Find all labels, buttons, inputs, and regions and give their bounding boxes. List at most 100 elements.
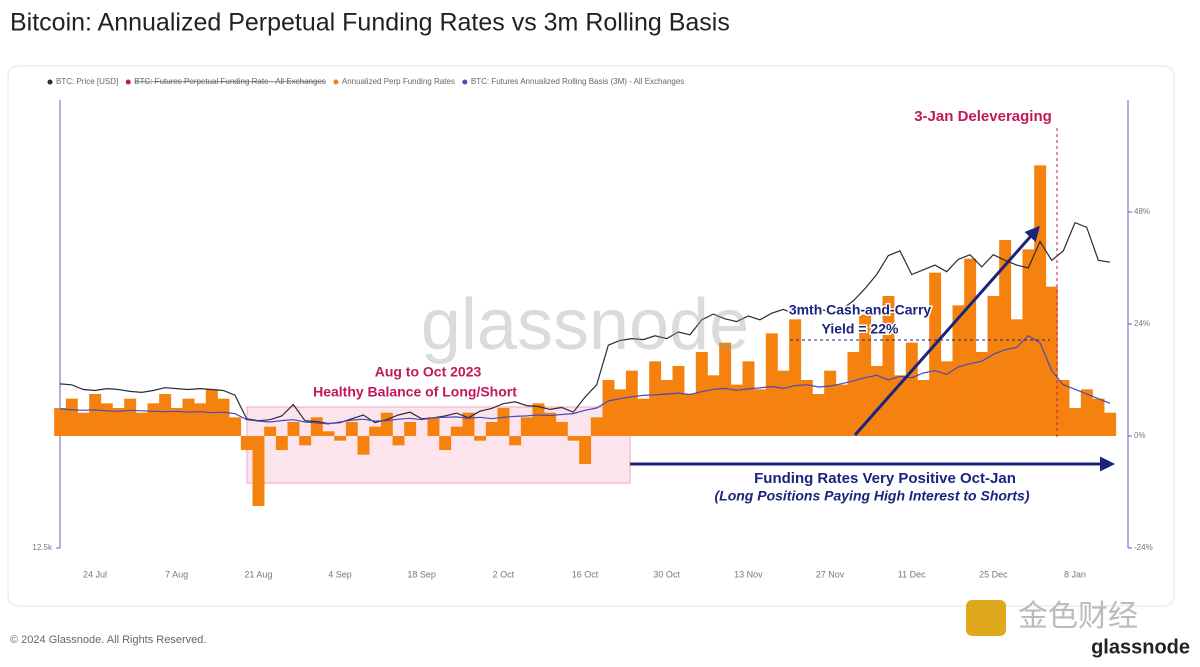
funding-bar xyxy=(905,342,918,436)
funding-bar xyxy=(322,431,335,436)
y-tick-label: 12.5k xyxy=(32,543,53,552)
funding-bar xyxy=(894,375,907,436)
funding-bar xyxy=(54,408,67,436)
funding-bar xyxy=(824,370,837,436)
funding-bar xyxy=(754,389,767,436)
funding-bar xyxy=(625,370,638,436)
funding-bar xyxy=(439,436,452,450)
funding-bar xyxy=(485,422,498,436)
legend-marker xyxy=(125,79,131,85)
funding-bar xyxy=(1022,249,1035,436)
logo-icon xyxy=(966,600,1006,636)
x-tick-label: 30 Oct xyxy=(653,569,680,579)
funding-bar xyxy=(999,240,1012,436)
funding-bar xyxy=(859,314,872,436)
y2-tick-label: 0% xyxy=(1134,431,1146,440)
funding-bar xyxy=(65,398,78,436)
x-tick-label: 16 Oct xyxy=(572,569,599,579)
funding-bar xyxy=(1069,408,1082,436)
annotation: (Long Positions Paying High Interest to … xyxy=(714,488,1029,504)
funding-bar xyxy=(240,436,253,450)
funding-bar xyxy=(590,417,603,436)
funding-bar xyxy=(847,352,860,436)
funding-bar xyxy=(1057,380,1070,436)
brand: glassnode xyxy=(1091,636,1190,658)
funding-bar xyxy=(147,403,160,436)
funding-bar xyxy=(975,352,988,436)
annotation: Yield = 22% xyxy=(822,321,899,337)
funding-bar xyxy=(474,436,487,441)
funding-bar xyxy=(462,412,475,436)
funding-bar xyxy=(1010,319,1023,436)
funding-bar xyxy=(567,436,580,441)
y2-tick-label: -24% xyxy=(1134,543,1153,552)
funding-bar xyxy=(310,417,323,436)
funding-bar xyxy=(334,436,347,441)
chart-title: Bitcoin: Annualized Perpetual Funding Ra… xyxy=(10,9,730,37)
funding-bar xyxy=(579,436,592,464)
funding-bar xyxy=(124,398,137,436)
funding-bar xyxy=(369,426,382,436)
funding-bar xyxy=(392,436,405,446)
funding-bar xyxy=(135,412,148,436)
x-tick-label: 11 Dec xyxy=(898,569,926,579)
funding-bar xyxy=(695,352,708,436)
funding-bar xyxy=(100,403,113,436)
funding-bar xyxy=(800,380,813,436)
watermark: glassnode xyxy=(421,285,749,365)
funding-bar xyxy=(952,305,965,436)
funding-bar xyxy=(1092,398,1105,436)
legend-label: Annualized Perp Funding Rates xyxy=(342,77,455,86)
funding-bar xyxy=(614,389,627,436)
funding-bar xyxy=(882,296,895,436)
annotation: 3-Jan Deleveraging xyxy=(914,108,1052,125)
funding-bar xyxy=(649,361,662,436)
funding-bar xyxy=(170,408,183,436)
funding-bar xyxy=(497,408,510,436)
x-tick-label: 24 Jul xyxy=(83,569,107,579)
y2-tick-label: 48% xyxy=(1134,207,1150,216)
funding-bar xyxy=(777,370,790,436)
funding-bar xyxy=(404,422,417,436)
funding-bar xyxy=(730,384,743,436)
legend-marker xyxy=(333,79,339,85)
x-tick-label: 8 Jan xyxy=(1064,569,1086,579)
legend-label: BTC: Price [USD] xyxy=(56,77,118,86)
funding-bar xyxy=(509,436,522,446)
funding-bar xyxy=(637,398,650,436)
legend-marker xyxy=(47,79,53,85)
funding-bar xyxy=(789,319,802,436)
basis-line xyxy=(59,334,1111,425)
funding-bar xyxy=(555,422,568,436)
funding-bar xyxy=(719,342,732,436)
funding-bar xyxy=(112,408,125,436)
funding-bar xyxy=(742,361,755,436)
trend-arrow xyxy=(853,225,1040,436)
chart-frame xyxy=(7,65,1175,607)
funding-bar xyxy=(870,366,883,436)
x-tick-label: 4 Sep xyxy=(328,569,352,579)
funding-bar xyxy=(194,403,207,436)
legend-label: BTC: Futures Perpetual Funding Rate - Al… xyxy=(134,77,326,86)
x-tick-label: 18 Sep xyxy=(407,569,436,579)
funding-bar xyxy=(707,375,720,436)
funding-bar xyxy=(940,361,953,436)
annotation: Funding Rates Very Positive Oct-Jan xyxy=(754,470,1016,487)
x-tick-label: 27 Nov xyxy=(816,569,845,579)
annotation: Aug to Oct 2023 xyxy=(375,364,482,380)
funding-bar xyxy=(812,394,825,436)
funding-bar xyxy=(917,380,930,436)
x-tick-label: 21 Aug xyxy=(244,569,272,579)
funding-bar xyxy=(89,394,102,436)
y2-tick-label: 24% xyxy=(1134,319,1150,328)
funding-bar xyxy=(1104,412,1117,436)
funding-bar xyxy=(159,394,172,436)
funding-bar xyxy=(544,412,557,436)
annotation: Healthy Balance of Long/Short xyxy=(313,384,517,400)
legend-marker xyxy=(462,79,468,85)
funding-bar xyxy=(1080,389,1093,436)
funding-bar xyxy=(532,403,545,436)
funding-bar xyxy=(217,398,230,436)
funding-bar xyxy=(77,412,90,436)
